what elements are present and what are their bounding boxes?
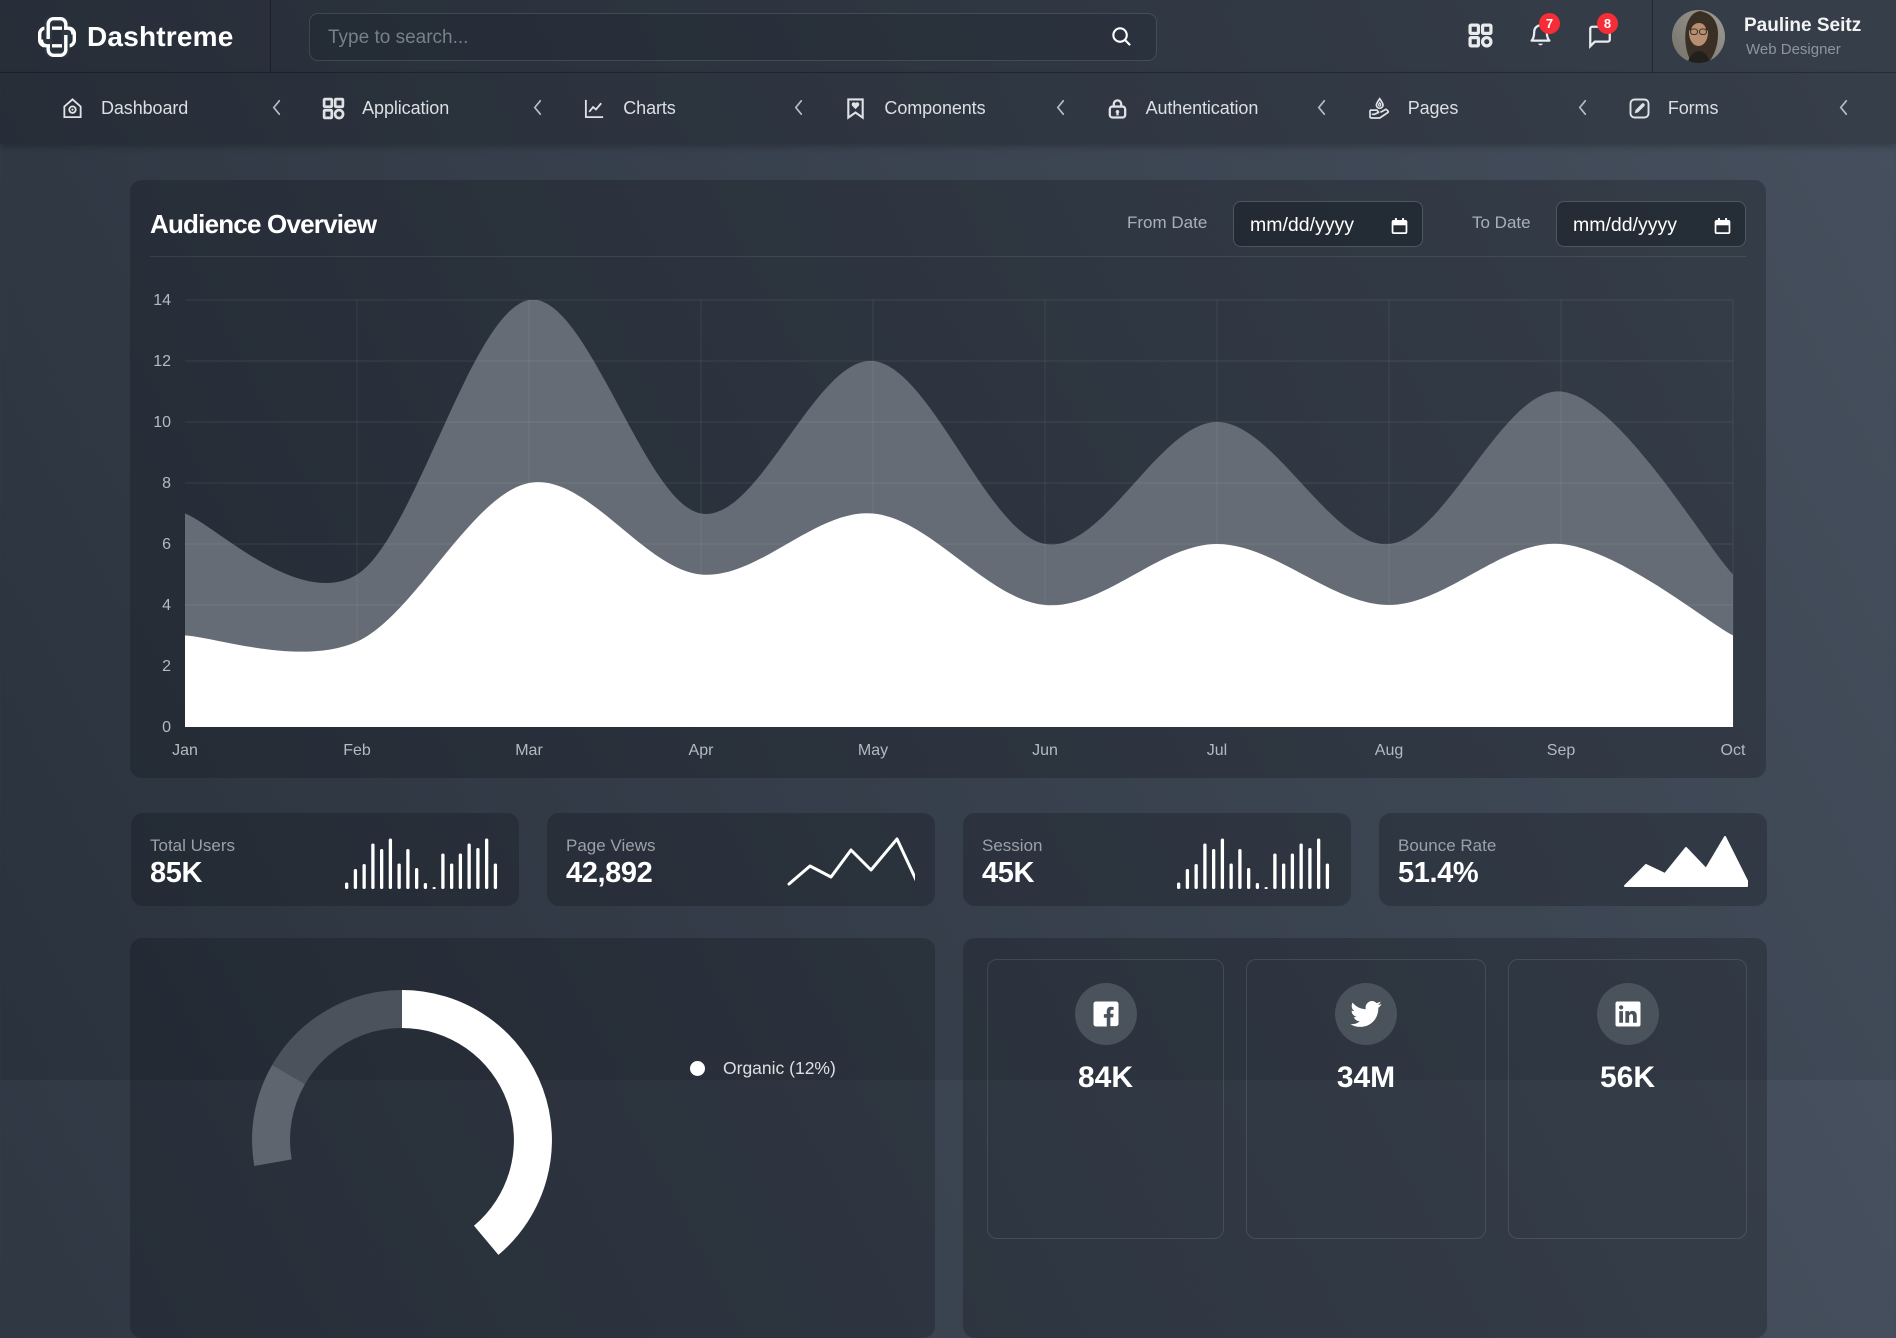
svg-text:Feb: Feb <box>343 742 371 759</box>
svg-text:0: 0 <box>162 719 171 736</box>
svg-text:Aug: Aug <box>1375 742 1403 759</box>
svg-text:14: 14 <box>153 292 171 309</box>
svg-text:Sep: Sep <box>1547 742 1576 759</box>
svg-text:Oct: Oct <box>1721 742 1746 759</box>
svg-text:Jun: Jun <box>1032 742 1058 759</box>
svg-text:12: 12 <box>153 353 171 370</box>
svg-text:10: 10 <box>153 414 171 431</box>
svg-text:6: 6 <box>162 536 171 553</box>
svg-text:Mar: Mar <box>515 742 543 759</box>
svg-text:8: 8 <box>162 475 171 492</box>
svg-text:May: May <box>858 742 888 759</box>
svg-text:Jul: Jul <box>1207 742 1227 759</box>
svg-text:Jan: Jan <box>172 742 198 759</box>
svg-text:4: 4 <box>162 597 171 614</box>
svg-text:2: 2 <box>162 658 171 675</box>
svg-text:Apr: Apr <box>689 742 715 759</box>
